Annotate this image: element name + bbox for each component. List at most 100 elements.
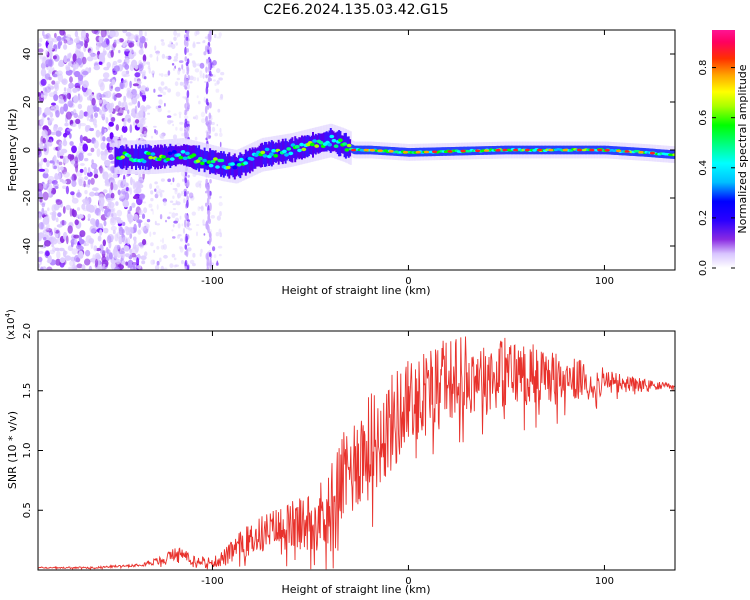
signal-body	[195, 145, 198, 171]
noise-mark	[156, 204, 159, 210]
noise-mark	[175, 91, 181, 97]
noise-mark	[53, 165, 57, 170]
artifact-mark	[185, 36, 189, 41]
signal-body	[301, 135, 303, 160]
y-tick-label: 20	[22, 96, 33, 109]
noise-mark	[122, 42, 126, 48]
signal-core	[206, 160, 212, 164]
noise-mark	[102, 50, 106, 58]
noise-mark	[75, 44, 82, 49]
noise-mark	[202, 219, 205, 225]
artifact-mark	[207, 123, 211, 130]
noise-mark	[163, 267, 168, 270]
signal-core	[288, 151, 294, 156]
noise-mark	[161, 53, 166, 59]
signal-core	[318, 140, 324, 145]
noise-mark	[194, 68, 200, 73]
noise-mark	[138, 70, 143, 74]
signal-core	[232, 165, 238, 170]
noise-mark	[116, 219, 123, 224]
noise-mark	[145, 125, 148, 128]
signal-core	[197, 156, 203, 161]
noise-mark	[140, 37, 145, 44]
noise-mark	[196, 231, 198, 237]
noise-mark	[143, 207, 148, 214]
noise-mark	[163, 200, 167, 206]
artifact-mark	[186, 41, 189, 47]
noise-mark	[43, 157, 47, 163]
signal-core	[264, 147, 270, 152]
noise-mark	[59, 106, 65, 115]
signal-peak	[432, 150, 438, 154]
noise-mark	[181, 260, 184, 265]
noise-mark	[197, 206, 201, 212]
noise-mark	[46, 266, 53, 270]
noise-mark	[121, 221, 126, 226]
noise-mark	[92, 105, 98, 112]
signal-body	[302, 136, 305, 158]
noise-mark	[42, 172, 49, 179]
noise-mark	[106, 197, 113, 203]
noise-mark	[169, 40, 173, 46]
noise-mark	[159, 257, 162, 263]
signal-core	[249, 157, 255, 161]
signal-core	[342, 142, 348, 146]
noise-mark	[116, 209, 123, 217]
noise-mark	[196, 41, 201, 45]
noise-mark	[188, 192, 194, 199]
noise-mark	[73, 38, 80, 44]
noise-mark	[141, 213, 146, 220]
noise-mark	[58, 61, 65, 68]
artifact-mark	[184, 121, 187, 128]
signal-core	[344, 148, 350, 152]
noise-mark	[59, 166, 64, 171]
noise-mark	[77, 103, 83, 110]
noise-mark	[150, 135, 154, 139]
noise-mark	[68, 82, 74, 89]
noise-mark	[109, 30, 116, 38]
noise-mark	[111, 79, 116, 85]
noise-mark	[40, 78, 47, 86]
noise-mark	[93, 168, 99, 175]
noise-mark	[87, 152, 93, 156]
noise-mark	[219, 211, 222, 217]
noise-mark	[146, 219, 151, 223]
noise-mark	[136, 123, 143, 128]
signal-body	[248, 148, 251, 174]
noise-mark	[130, 112, 135, 117]
noise-mark	[201, 118, 206, 124]
noise-mark	[164, 102, 166, 107]
artifact-mark	[205, 202, 208, 207]
signal-body	[169, 143, 172, 168]
noise-mark	[212, 246, 216, 252]
spectrogram-xlabel: Height of straight line (km)	[281, 284, 430, 297]
noise-mark	[65, 111, 72, 120]
signal-body	[314, 133, 317, 155]
noise-mark	[69, 208, 73, 217]
noise-mark	[99, 165, 103, 174]
noise-mark	[142, 93, 147, 102]
noise-mark	[69, 141, 74, 146]
noise-mark	[94, 252, 101, 261]
x-tick-label: 100	[595, 576, 614, 587]
noise-mark	[38, 263, 41, 269]
noise-mark	[95, 191, 98, 197]
noise-mark	[154, 193, 159, 199]
noise-mark	[87, 171, 93, 177]
noise-mark	[45, 250, 50, 257]
noise-mark	[154, 264, 160, 270]
artifact-mark	[184, 109, 188, 113]
signal-body	[139, 144, 142, 170]
noise-mark	[43, 226, 50, 231]
signal-peak	[388, 150, 394, 153]
noise-mark	[133, 214, 139, 221]
noise-mark	[79, 122, 87, 127]
signal-body	[140, 148, 143, 166]
noise-mark	[103, 220, 107, 227]
noise-mark	[192, 41, 196, 47]
noise-mark	[59, 257, 66, 264]
noise-mark	[85, 249, 91, 257]
noise-mark	[57, 212, 62, 218]
artifact-mark	[186, 199, 189, 209]
signal-core	[167, 151, 173, 156]
